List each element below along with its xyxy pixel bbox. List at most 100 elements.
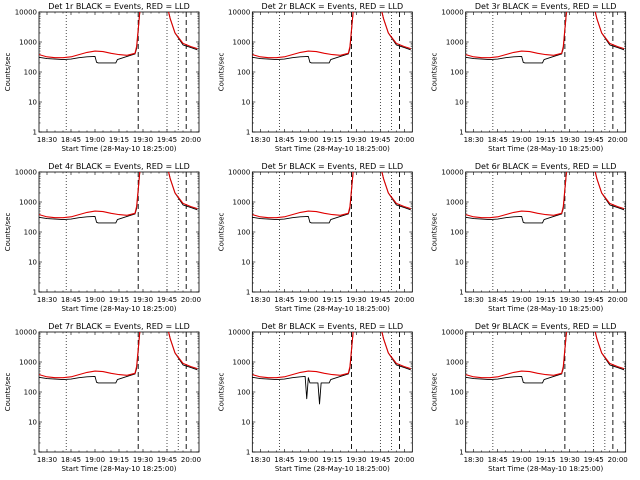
- x-tick-label: 18:45: [61, 136, 81, 144]
- y-tick-label: 100: [237, 69, 250, 77]
- detector-panel: Det 6r BLACK = Events, RED = LLD 18:30 18:…: [431, 162, 628, 313]
- x-axis-label: Start Time (28-May-10 18:25:00): [61, 305, 176, 313]
- x-tick-label: 18:30: [250, 296, 270, 304]
- plot-frame: [38, 331, 200, 453]
- y-tick-label: 10000: [228, 9, 250, 17]
- detector-panel: Det 3r BLACK = Events, RED = LLD 18:30 18:…: [431, 2, 628, 153]
- y-axis-label: Counts/sec: [431, 53, 439, 92]
- x-axis-label: Start Time (28-May-10 18:25:00): [275, 145, 390, 153]
- x-tick-label: 19:15: [322, 136, 342, 144]
- y-tick-label: 100: [237, 389, 250, 397]
- x-tick-label: 19:30: [133, 296, 153, 304]
- x-tick-label: 20:00: [608, 296, 628, 304]
- series-line-lld: [465, 332, 625, 379]
- x-tick-label: 19:15: [109, 456, 129, 464]
- x-tick-label: 18:45: [61, 456, 81, 464]
- x-axis-label: Start Time (28-May-10 18:25:00): [275, 305, 390, 313]
- y-tick-label: 1000: [233, 39, 251, 47]
- series-line-lld: [39, 332, 198, 379]
- y-tick-label: 1000: [233, 359, 251, 367]
- detector-panel: Det 1r BLACK = Events, RED = LLD 18:30 18:…: [4, 2, 201, 153]
- x-tick-label: 19:30: [560, 456, 580, 464]
- x-tick-label: 18:30: [37, 456, 57, 464]
- x-tick-label: 19:15: [322, 456, 342, 464]
- x-axis-label: Start Time (28-May-10 18:25:00): [488, 145, 603, 153]
- panel-title: Det 1r BLACK = Events, RED = LLD: [48, 2, 190, 11]
- x-tick-label: 19:00: [298, 296, 318, 304]
- x-tick-label: 19:15: [536, 296, 556, 304]
- x-tick-label: 18:45: [488, 136, 508, 144]
- y-tick-label: 1: [33, 449, 37, 457]
- y-tick-label: 10: [28, 419, 37, 427]
- y-tick-label: 100: [450, 389, 463, 397]
- x-tick-label: 20:00: [181, 456, 201, 464]
- panel-title: Det 5r BLACK = Events, RED = LLD: [262, 162, 404, 171]
- y-tick-label: 100: [450, 229, 463, 237]
- panel-title: Det 3r BLACK = Events, RED = LLD: [475, 2, 617, 11]
- panel-title: Det 4r BLACK = Events, RED = LLD: [48, 162, 190, 171]
- x-tick-label: 20:00: [394, 136, 414, 144]
- x-tick-label: 19:00: [512, 136, 532, 144]
- y-tick-label: 10: [28, 259, 37, 267]
- detector-panel: Det 5r BLACK = Events, RED = LLD 18:30 18:…: [217, 162, 414, 313]
- y-axis-label: Counts/sec: [431, 213, 439, 252]
- y-tick-label: 1000: [233, 199, 251, 207]
- x-tick-label: 18:30: [37, 296, 57, 304]
- x-tick-label: 19:45: [370, 296, 390, 304]
- series-line-events: [252, 332, 411, 405]
- x-tick-label: 20:00: [394, 296, 414, 304]
- x-tick-label: 19:30: [133, 136, 153, 144]
- x-tick-label: 18:30: [37, 136, 57, 144]
- x-tick-label: 19:45: [584, 456, 604, 464]
- y-axis-label: Counts/sec: [217, 213, 225, 252]
- y-tick-label: 1000: [446, 199, 464, 207]
- y-tick-label: 100: [450, 69, 463, 77]
- detector-panel: Det 7r BLACK = Events, RED = LLD 18:30 18:…: [4, 322, 201, 473]
- x-tick-label: 19:30: [346, 456, 366, 464]
- x-tick-label: 19:00: [85, 296, 105, 304]
- y-tick-label: 1000: [446, 39, 464, 47]
- x-tick-label: 19:45: [584, 136, 604, 144]
- detector-panel: Det 4r BLACK = Events, RED = LLD 18:30 18:…: [4, 162, 201, 313]
- y-tick-label: 10: [241, 259, 250, 267]
- y-tick-label: 100: [24, 69, 37, 77]
- y-tick-label: 1: [459, 129, 463, 137]
- plot-frame: [251, 331, 413, 453]
- plot-frame: [251, 11, 413, 133]
- x-axis-label: Start Time (28-May-10 18:25:00): [61, 145, 176, 153]
- y-tick-label: 10: [241, 99, 250, 107]
- x-tick-label: 19:15: [536, 456, 556, 464]
- x-axis-label: Start Time (28-May-10 18:25:00): [488, 305, 603, 313]
- plot-frame: [465, 11, 627, 133]
- series-line-lld: [39, 12, 198, 59]
- detector-panel: Det 8r BLACK = Events, RED = LLD 18:30 18:…: [217, 322, 414, 473]
- x-tick-label: 20:00: [181, 296, 201, 304]
- series-line-lld: [252, 332, 411, 379]
- panel-title: Det 8r BLACK = Events, RED = LLD: [262, 322, 404, 331]
- x-tick-label: 20:00: [181, 136, 201, 144]
- y-tick-label: 1: [246, 289, 250, 297]
- panel-title: Det 2r BLACK = Events, RED = LLD: [262, 2, 404, 11]
- panel-title: Det 6r BLACK = Events, RED = LLD: [475, 162, 617, 171]
- x-tick-label: 18:30: [464, 296, 484, 304]
- y-tick-label: 10000: [15, 9, 37, 17]
- plot-frame: [251, 171, 413, 293]
- x-tick-label: 18:45: [61, 296, 81, 304]
- y-tick-label: 100: [24, 389, 37, 397]
- x-tick-label: 18:30: [250, 136, 270, 144]
- y-tick-label: 1000: [19, 359, 37, 367]
- x-tick-label: 19:15: [109, 296, 129, 304]
- y-axis-label: Counts/sec: [431, 373, 439, 412]
- series-line-lld: [252, 172, 411, 219]
- x-tick-label: 18:45: [274, 456, 294, 464]
- plot-frame: [38, 171, 200, 293]
- panel-title: Det 7r BLACK = Events, RED = LLD: [48, 322, 190, 331]
- y-tick-label: 1000: [446, 359, 464, 367]
- y-tick-label: 10000: [441, 329, 463, 337]
- y-axis-label: Counts/sec: [4, 213, 12, 252]
- x-tick-label: 19:45: [370, 136, 390, 144]
- x-tick-label: 19:45: [370, 456, 390, 464]
- series-line-lld: [252, 12, 411, 59]
- y-tick-label: 10000: [15, 169, 37, 177]
